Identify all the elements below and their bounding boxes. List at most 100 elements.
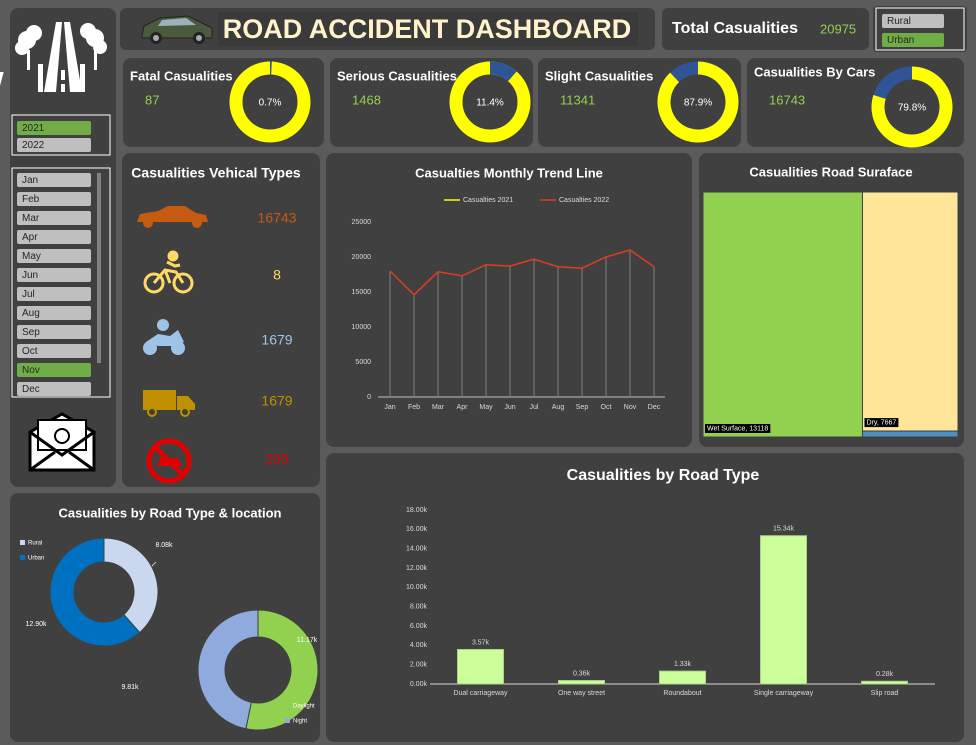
legend-label: Rural bbox=[28, 541, 42, 547]
slicer-item[interactable] bbox=[17, 268, 91, 282]
chart-title: Casualties Monthly Trend Line bbox=[415, 165, 603, 180]
y-tick-label: 2.00k bbox=[410, 662, 428, 669]
donut-slice bbox=[49, 537, 141, 647]
bar bbox=[760, 535, 807, 685]
slicer-label[interactable]: Rural bbox=[887, 16, 911, 27]
slicer-item[interactable] bbox=[882, 33, 944, 47]
value-label: 11.17k bbox=[297, 637, 318, 644]
x-tick-label: Dual carriageway bbox=[453, 690, 508, 697]
y-tick-label: 16.00k bbox=[406, 526, 428, 533]
donut-slice bbox=[871, 66, 953, 148]
x-tick-label: Dec bbox=[648, 404, 661, 411]
slicer-item[interactable] bbox=[17, 363, 91, 377]
kpi-percent: 11.4% bbox=[476, 98, 504, 109]
slicer-label[interactable]: Oct bbox=[22, 346, 38, 357]
label-bg bbox=[864, 418, 899, 428]
y-tick-label: 4.00k bbox=[410, 642, 428, 649]
slicer-item[interactable] bbox=[17, 230, 91, 244]
kpi-value: 11341 bbox=[560, 92, 595, 107]
slicer-item[interactable] bbox=[17, 249, 91, 263]
slicer-label[interactable]: 2022 bbox=[22, 140, 45, 151]
x-tick-label: Sep bbox=[576, 404, 589, 411]
value-label: 8.08k bbox=[155, 542, 173, 549]
treemap-label: Wet Surface, 13118 bbox=[707, 425, 768, 432]
total-panel bbox=[662, 8, 869, 50]
bar bbox=[659, 670, 706, 685]
slicer-label[interactable]: Jun bbox=[22, 270, 38, 281]
chart-title: Casualities by Road Type bbox=[567, 467, 760, 484]
treemap-label: Dry, 7667 bbox=[866, 419, 896, 426]
slicer-label[interactable]: Dec bbox=[22, 384, 40, 395]
x-tick-label: Jul bbox=[530, 404, 539, 411]
slicer-label[interactable]: Mar bbox=[22, 213, 40, 224]
slicer-item[interactable] bbox=[17, 138, 91, 152]
no-car-icon bbox=[146, 438, 192, 484]
y-tick-label: 18.00k bbox=[406, 507, 428, 514]
slicer-item[interactable] bbox=[17, 211, 91, 225]
truck-icon bbox=[143, 390, 195, 417]
slicer-label[interactable]: Apr bbox=[22, 232, 38, 243]
donut-slice bbox=[657, 61, 739, 143]
slicer-item[interactable] bbox=[17, 192, 91, 206]
bar bbox=[457, 648, 504, 685]
slicer-item[interactable] bbox=[17, 287, 91, 301]
kpi-title: Casualities By Cars bbox=[754, 64, 875, 79]
slicer-label[interactable]: 2021 bbox=[22, 123, 45, 134]
kpi-value: 87 bbox=[145, 92, 159, 107]
car-icon bbox=[137, 206, 208, 228]
car-icon bbox=[141, 15, 213, 44]
slicer-label[interactable]: May bbox=[22, 251, 41, 262]
kpi-panel bbox=[330, 58, 533, 147]
slicer-item[interactable] bbox=[17, 121, 91, 135]
slicer-item[interactable] bbox=[17, 306, 91, 320]
legend-label: Daylight bbox=[293, 704, 315, 710]
legend-swatch bbox=[20, 540, 25, 545]
slicer-label[interactable]: Nov bbox=[22, 365, 40, 376]
legend-label: Night bbox=[293, 719, 307, 725]
panel-title: Casualities Vehical Types bbox=[131, 165, 301, 181]
slicer-label[interactable]: Jan bbox=[22, 175, 38, 186]
x-tick-label: Oct bbox=[601, 404, 612, 411]
treemap-cell bbox=[861, 430, 959, 438]
value-label: 0.28k bbox=[876, 671, 894, 678]
x-tick-label: Slip road bbox=[871, 690, 899, 697]
slicer-label[interactable]: Urban bbox=[887, 35, 914, 46]
month-slicer[interactable] bbox=[11, 167, 111, 398]
vehicle-value: 16743 bbox=[258, 210, 297, 226]
value-label: 12.90k bbox=[25, 621, 47, 628]
vehicle-panel bbox=[122, 153, 320, 487]
donut-slice bbox=[490, 61, 517, 82]
y-tick-label: 0 bbox=[367, 394, 371, 401]
x-tick-label: Nov bbox=[624, 404, 637, 411]
road-logo bbox=[0, 22, 107, 92]
slicer-item[interactable] bbox=[17, 344, 91, 358]
kpi-title: Serious Casualities bbox=[337, 68, 457, 83]
slicer-label[interactable]: Jul bbox=[22, 289, 35, 300]
slicer-item[interactable] bbox=[17, 173, 91, 187]
kpi-panel bbox=[538, 58, 741, 147]
y-tick-label: 5000 bbox=[355, 359, 371, 366]
slicer-label[interactable]: Aug bbox=[22, 308, 40, 319]
slicer-label[interactable]: Sep bbox=[22, 327, 40, 338]
slicer-item[interactable] bbox=[17, 325, 91, 339]
donut-slice bbox=[245, 609, 319, 731]
bicycle-icon bbox=[143, 250, 194, 294]
scrollbar[interactable] bbox=[97, 173, 101, 363]
kpi-percent: 0.7% bbox=[259, 98, 282, 109]
value-label: 1.33k bbox=[674, 661, 692, 668]
slicer-item[interactable] bbox=[17, 382, 91, 396]
kpi-percent: 79.8% bbox=[898, 103, 926, 114]
title-band bbox=[218, 12, 638, 46]
legend-swatch bbox=[285, 718, 290, 723]
legend-label: Casualties 2022 bbox=[559, 197, 609, 204]
x-tick-label: Mar bbox=[432, 404, 445, 411]
legend-label: Urban bbox=[28, 556, 44, 562]
y-tick-label: 20000 bbox=[352, 254, 372, 261]
slicer-item[interactable] bbox=[882, 14, 944, 28]
kpi-panel bbox=[747, 58, 964, 147]
donut-slice bbox=[270, 61, 272, 75]
motorbike-icon bbox=[143, 319, 185, 355]
slicer-label[interactable]: Feb bbox=[22, 194, 40, 205]
